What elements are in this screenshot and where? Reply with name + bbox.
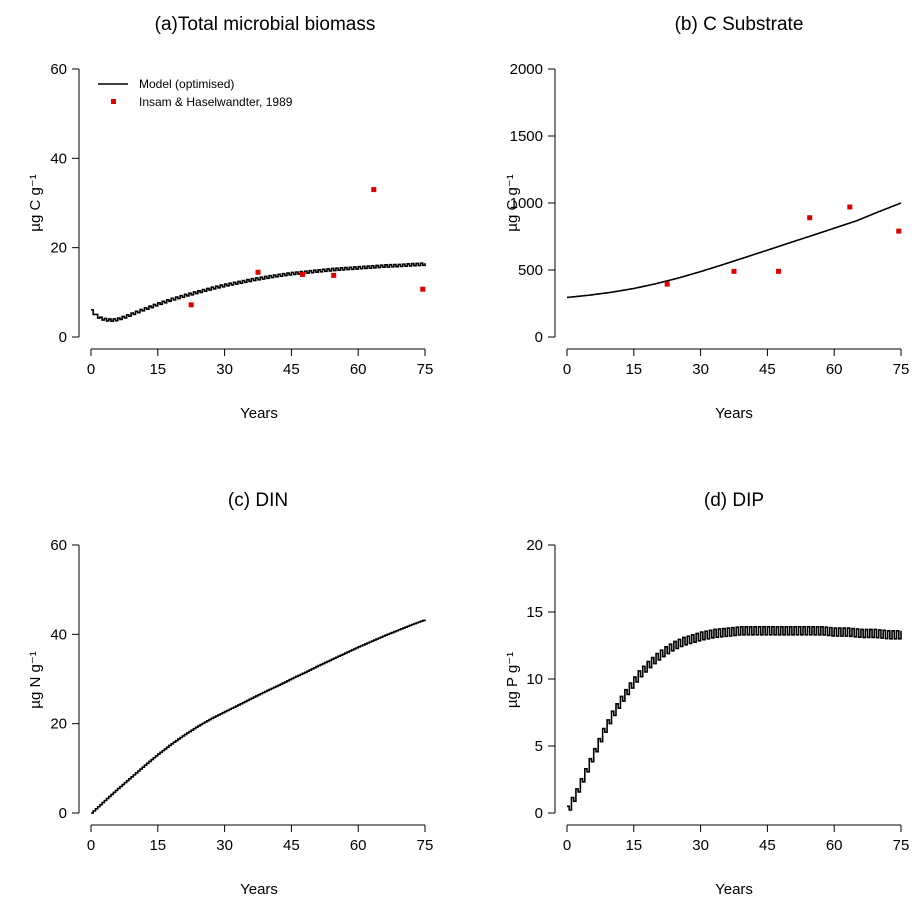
panel-b-axes: 0 15 30 45 60 75 0 500 1000 1500 2000	[510, 61, 910, 378]
x-tick-label: 30	[692, 837, 709, 854]
panel-b-y-axis-title: µg C g⁻¹	[504, 174, 521, 231]
y-tick-label: 500	[518, 262, 543, 279]
y-tick-label: 20	[50, 716, 67, 733]
x-tick-label: 45	[283, 361, 300, 378]
model-series-line	[91, 262, 426, 322]
y-tick-label: 0	[59, 329, 67, 346]
panel-c-title: (c) DIN	[228, 490, 288, 511]
model-series-line	[91, 619, 426, 814]
panel-a-x-axis-title: Years	[240, 405, 278, 422]
panel-d-plot	[567, 625, 902, 811]
panel-c-din: (c) DIN Years µg N g⁻¹ 0 15 30 45 60 75 0 20 40 6…	[27, 490, 433, 898]
panel-c-axes: 0 15 30 45 60 75 0 20 40 60	[50, 537, 433, 854]
panel-d-axes: 0 15 30 45 60 75 0 5 10 15 20	[526, 537, 909, 854]
x-axis: 0 15 30 45 60 75	[563, 824, 910, 854]
panel-b-c-substrate: (b) C Substrate Years µg C g⁻¹ 0 15 30 45 60…	[504, 14, 909, 422]
panel-a-y-axis-title: µg C g⁻¹	[27, 174, 44, 231]
x-tick-label: 30	[692, 361, 709, 378]
x-tick-label: 60	[826, 361, 843, 378]
y-tick-label: 15	[526, 604, 543, 621]
observed-data-point	[188, 302, 194, 308]
y-tick-label: 0	[535, 805, 543, 822]
legend-observed-label: Insam & Haselwandter, 1989	[139, 95, 293, 109]
y-axis: 0 5 10 15 20	[526, 537, 556, 822]
x-tick-label: 0	[563, 361, 571, 378]
panel-c-x-axis-title: Years	[240, 881, 278, 898]
x-tick-label: 30	[216, 361, 233, 378]
panel-d-dip: (d) DIP Years µg P g⁻¹ 0 15 30 45 60 75 0 5 10 15…	[504, 490, 909, 898]
panel-d-y-axis-title: µg P g⁻¹	[504, 652, 521, 708]
y-axis: 0 20 40 60	[50, 61, 80, 346]
y-axis: 0 20 40 60	[50, 537, 80, 822]
x-tick-label: 45	[283, 837, 300, 854]
observed-data-point	[371, 187, 377, 193]
x-tick-label: 60	[350, 361, 367, 378]
panel-b-x-axis-title: Years	[715, 405, 753, 422]
observed-data-point	[807, 215, 813, 221]
y-tick-label: 40	[50, 150, 67, 167]
x-tick-label: 15	[149, 361, 166, 378]
x-tick-label: 75	[893, 837, 910, 854]
y-tick-label: 40	[50, 626, 67, 643]
x-tick-label: 75	[417, 361, 434, 378]
model-series-line	[566, 202, 902, 299]
y-tick-label: 2000	[510, 61, 543, 78]
model-series-line	[567, 625, 902, 811]
panel-d-title: (d) DIP	[704, 490, 764, 511]
x-tick-label: 60	[350, 837, 367, 854]
panel-c-plot	[91, 619, 426, 814]
panel-a-total-microbial-biomass: (a)Total microbial biomass Years µg C g⁻…	[27, 14, 433, 422]
observed-data-point	[255, 269, 261, 275]
x-tick-label: 30	[216, 837, 233, 854]
x-axis: 0 15 30 45 60 75	[563, 348, 910, 378]
observed-data-point	[776, 268, 782, 274]
x-tick-label: 45	[759, 837, 776, 854]
panel-a-legend: Model (optimised) Insam & Haselwandter, …	[98, 77, 293, 109]
y-tick-label: 60	[50, 61, 67, 78]
legend-model-label: Model (optimised)	[139, 77, 234, 91]
panel-d-x-axis-title: Years	[715, 881, 753, 898]
observed-data-point	[664, 281, 670, 287]
x-axis: 0 15 30 45 60 75	[87, 348, 434, 378]
x-tick-label: 0	[563, 837, 571, 854]
panel-b-plot	[566, 202, 902, 299]
observed-data-point	[847, 204, 853, 210]
y-tick-label: 5	[535, 738, 543, 755]
observed-data-point	[300, 271, 306, 277]
x-tick-label: 60	[826, 837, 843, 854]
x-tick-label: 0	[87, 837, 95, 854]
panel-b-title: (b) C Substrate	[675, 14, 804, 35]
x-tick-label: 15	[625, 837, 642, 854]
panel-a-title: (a)Total microbial biomass	[155, 14, 376, 35]
y-tick-label: 0	[59, 805, 67, 822]
y-tick-label: 20	[526, 537, 543, 554]
x-tick-label: 75	[417, 837, 434, 854]
x-axis: 0 15 30 45 60 75	[87, 824, 434, 854]
observed-data-point	[896, 228, 902, 234]
y-tick-label: 1500	[510, 128, 543, 145]
x-tick-label: 45	[759, 361, 776, 378]
panel-c-y-axis-title: µg N g⁻¹	[27, 651, 44, 708]
x-tick-label: 15	[625, 361, 642, 378]
observed-data-point	[420, 286, 426, 292]
y-axis: 0 500 1000 1500 2000	[510, 61, 556, 346]
y-tick-label: 60	[50, 537, 67, 554]
y-tick-label: 10	[526, 671, 543, 688]
y-tick-label: 1000	[510, 195, 543, 212]
panel-a-plot	[91, 187, 426, 322]
panel-a-axes: 0 15 30 45 60 75 0 20 40 60	[50, 61, 433, 378]
observed-data-point	[331, 272, 337, 278]
y-tick-label: 0	[535, 329, 543, 346]
x-tick-label: 75	[893, 361, 910, 378]
x-tick-label: 0	[87, 361, 95, 378]
observed-data-point	[731, 268, 737, 274]
legend-observed-point-swatch	[111, 99, 116, 104]
y-tick-label: 20	[50, 240, 67, 257]
x-tick-label: 15	[149, 837, 166, 854]
